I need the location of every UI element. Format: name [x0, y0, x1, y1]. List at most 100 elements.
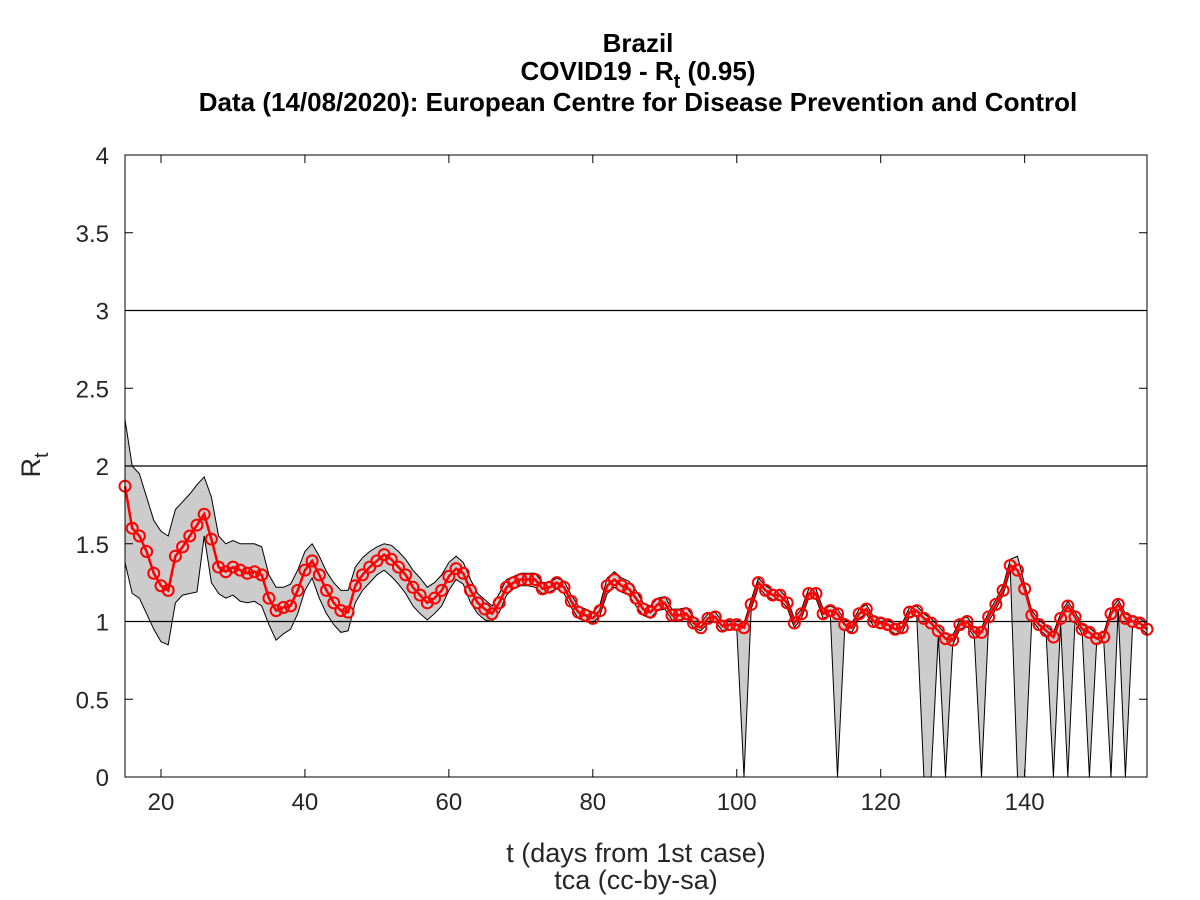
rt-point — [967, 625, 981, 639]
rt-point — [1126, 615, 1140, 628]
title-line-3: Data (14/08/2020): European Centre for D… — [199, 87, 1077, 117]
rt-point — [751, 576, 765, 590]
rt-point — [809, 587, 823, 601]
rt-point — [874, 616, 888, 630]
title-line-2: COVID19 - Rt (0.95) — [521, 56, 756, 93]
rt-point — [399, 568, 413, 582]
rt-point — [946, 633, 960, 647]
rt-point — [298, 563, 312, 577]
reference-lines — [125, 309, 1147, 623]
rt-point — [744, 597, 758, 611]
rt-point — [665, 608, 679, 622]
rt-point — [463, 583, 477, 597]
rt-point — [823, 604, 837, 618]
rt-point — [161, 583, 175, 597]
rt-point — [1018, 582, 1032, 596]
rt-point — [996, 583, 1010, 597]
y-tick-label: 2 — [96, 454, 109, 481]
rt-point — [514, 573, 528, 587]
rt-point — [168, 549, 182, 563]
rt-point — [953, 618, 967, 632]
rt-point — [910, 604, 924, 618]
rt-point — [147, 566, 161, 580]
rt-point — [895, 621, 909, 635]
rt-point — [938, 632, 952, 646]
rt-point — [427, 591, 441, 605]
rt-point — [593, 604, 607, 618]
rt-point — [356, 568, 370, 582]
rt-point — [636, 602, 650, 616]
rt-point — [615, 579, 629, 593]
rt-point — [694, 621, 708, 635]
rt-point — [197, 507, 211, 521]
rt-point — [291, 583, 305, 597]
rt-point — [816, 607, 830, 621]
rt-point — [715, 619, 729, 633]
rt-point — [795, 607, 809, 621]
rt-point — [773, 588, 787, 602]
y-tick-label: 3 — [96, 299, 109, 326]
rt-point — [737, 621, 751, 635]
rt-point — [507, 576, 521, 590]
rt-point — [974, 625, 988, 639]
chart-title: Brazil COVID19 - Rt (0.95) Data (14/08/2… — [199, 28, 1077, 117]
rt-point — [190, 518, 204, 532]
rt-point — [643, 605, 657, 619]
y-tick-label: 1 — [96, 610, 109, 637]
rt-point — [658, 596, 672, 610]
x-tick-label: 100 — [717, 789, 757, 816]
rt-point — [269, 604, 283, 618]
rt-point — [233, 563, 247, 577]
rt-point — [1046, 630, 1060, 644]
axis-ticks: 20 40 60 80 100 120 140 0 0.5 1 1.5 2 2.5 3 3.5 4 — [76, 143, 1147, 816]
rt-point — [492, 596, 506, 610]
rt-point — [931, 624, 945, 638]
rt-point — [262, 591, 276, 605]
y-tick-label: 4 — [96, 143, 109, 170]
rt-point — [183, 529, 197, 543]
rt-point — [176, 540, 190, 554]
rt-point — [982, 610, 996, 624]
rt-point — [859, 602, 873, 616]
title-line-1: Brazil — [603, 28, 674, 58]
rt-point — [305, 554, 319, 568]
rt-point — [312, 568, 326, 582]
rt-point — [622, 582, 636, 596]
rt-point — [132, 529, 146, 543]
rt-point — [571, 605, 585, 619]
chart-caption: tca (cc-by-sa) — [554, 865, 718, 895]
rt-point — [579, 608, 593, 622]
rt-point — [391, 560, 405, 574]
rt-point — [204, 532, 218, 546]
rt-point — [1118, 611, 1132, 625]
rt-point — [1068, 610, 1082, 624]
rt-point — [1097, 630, 1111, 644]
rt-point — [456, 566, 470, 580]
rt-point — [485, 607, 499, 621]
rt-point — [730, 618, 744, 632]
rt-point — [888, 622, 902, 636]
x-tick-label: 80 — [579, 789, 606, 816]
rt-point — [672, 608, 686, 622]
x-tick-label: 40 — [292, 789, 319, 816]
rt-point — [248, 565, 262, 579]
rt-point — [924, 616, 938, 630]
rt-point — [226, 560, 240, 574]
x-tick-label: 120 — [861, 789, 901, 816]
rt-point — [960, 615, 974, 628]
x-tick-label: 20 — [148, 789, 175, 816]
rt-point — [586, 611, 600, 625]
rt-point — [348, 579, 362, 593]
rt-point — [521, 573, 535, 587]
rt-point — [535, 582, 549, 596]
rt-point — [802, 587, 816, 601]
rt-point — [629, 591, 643, 605]
rt-point — [320, 583, 334, 597]
rt-point — [140, 545, 154, 559]
x-tick-label: 60 — [436, 789, 463, 816]
rt-point — [564, 594, 578, 608]
y-tick-label: 2.5 — [76, 376, 109, 403]
rt-point — [1104, 607, 1118, 621]
x-tick-label: 140 — [1005, 789, 1045, 816]
rt-point — [341, 605, 355, 619]
